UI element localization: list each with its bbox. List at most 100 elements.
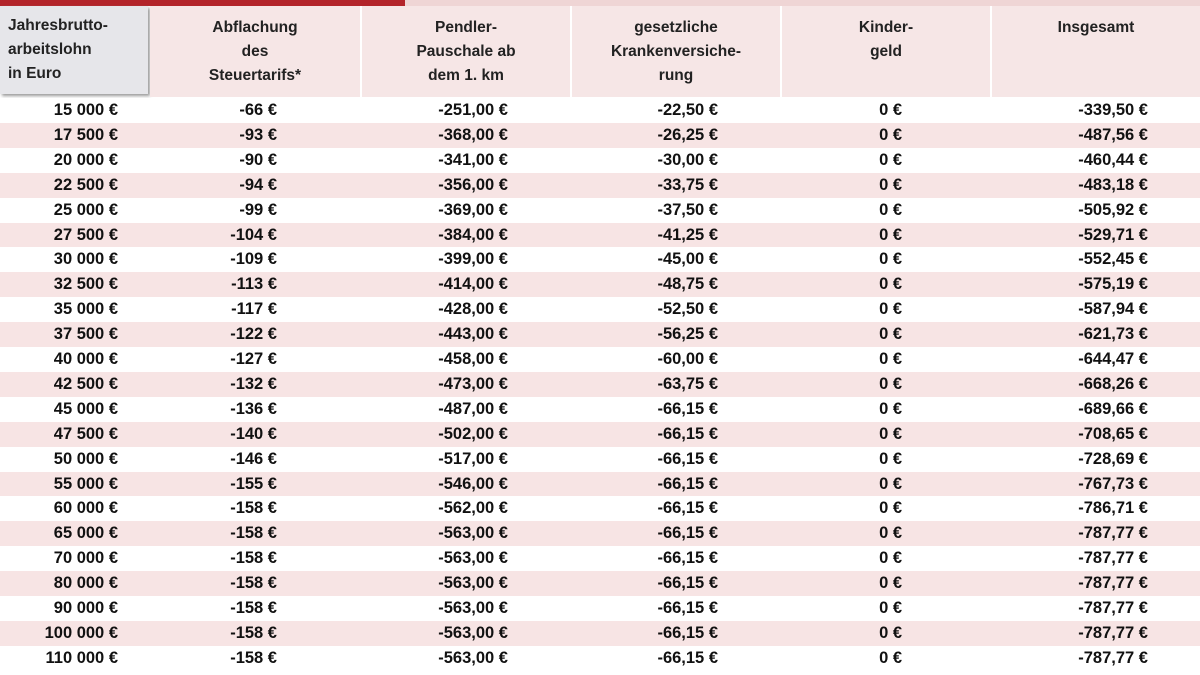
table-cell: -728,69 € <box>1078 449 1148 468</box>
table-cell: -52,50 € <box>657 300 718 319</box>
table-cell: -140 € <box>230 424 277 443</box>
table-cell: -60,00 € <box>657 350 718 368</box>
table-cell: 70 000 € <box>53 549 118 568</box>
table-cell: -90 € <box>239 150 277 169</box>
table-row <box>0 546 1200 572</box>
table-cell: 0 € <box>879 399 902 418</box>
table-cell: -563,00 € <box>438 648 508 667</box>
table-cell: -48,75 € <box>657 275 718 294</box>
table-cell: -158 € <box>230 549 277 568</box>
table-cell: -22,50 € <box>657 101 718 119</box>
table-cell: -45,00 € <box>657 250 718 269</box>
table-cell: -127 € <box>230 350 277 368</box>
table-cell: -30,00 € <box>657 150 718 169</box>
table-cell: -529,71 € <box>1078 225 1148 244</box>
table-cell: 0 € <box>879 250 902 269</box>
table-cell: -41,25 € <box>657 225 718 244</box>
table-cell: -487,56 € <box>1078 125 1148 144</box>
table-cell: 0 € <box>879 350 902 368</box>
header-line: Steuertarifs* <box>208 67 302 84</box>
table-row <box>0 446 1200 472</box>
table-cell: -473,00 € <box>438 374 508 393</box>
table-cell: -66,15 € <box>657 623 718 642</box>
header-cell: Abflachung des Steuertarifs* <box>150 6 360 97</box>
table-row <box>0 620 1200 646</box>
table-row <box>0 471 1200 497</box>
table-row <box>0 571 1200 597</box>
table-cell: 27 500 € <box>53 225 118 244</box>
table-cell: -66,15 € <box>657 474 718 493</box>
table-cell: -689,66 € <box>1078 399 1148 418</box>
table-cell: -132 € <box>230 374 277 393</box>
table-cell: -66,15 € <box>657 424 718 443</box>
table-row <box>0 421 1200 447</box>
header-line: geld <box>870 43 902 60</box>
table-cell: 15 000 € <box>53 101 118 119</box>
table-cell: -668,26 € <box>1078 374 1148 393</box>
table-cell: 0 € <box>879 549 902 568</box>
table-cell: -428,00 € <box>438 300 508 319</box>
table-cell: -66,15 € <box>657 549 718 568</box>
table-cell: 0 € <box>879 374 902 393</box>
table-cell: -786,71 € <box>1078 499 1148 518</box>
table-cell: 45 000 € <box>53 399 118 418</box>
table-row <box>0 396 1200 422</box>
table-cell: -787,77 € <box>1078 648 1148 667</box>
header-line: arbeitslohn <box>8 41 92 58</box>
table-cell: -63,75 € <box>657 374 718 393</box>
table-cell: -644,47 € <box>1078 350 1148 368</box>
header-cell: Pendler- Pauschale ab dem 1. km <box>362 6 570 97</box>
header-line: Insgesamt <box>1057 19 1135 36</box>
header-cell: Jahresbrutto-arbeitslohn in Euro <box>0 6 148 94</box>
table-cell: 0 € <box>879 499 902 518</box>
table-cell: -33,75 € <box>657 175 718 194</box>
header-cell: Kinder-geld <box>782 6 990 97</box>
table-cell: -158 € <box>230 648 277 667</box>
table-cell: -104 € <box>230 225 277 244</box>
table-cell: -155 € <box>230 474 277 493</box>
table-cell: -66,15 € <box>657 574 718 593</box>
table-cell: -708,65 € <box>1078 424 1148 443</box>
table-cell: -384,00 € <box>438 225 508 244</box>
table-row <box>0 322 1200 348</box>
table-cell: 0 € <box>879 524 902 543</box>
table-cell: 50 000 € <box>53 449 118 468</box>
table-cell: 0 € <box>879 101 902 119</box>
table-cell: -66,15 € <box>657 399 718 418</box>
table-cell: -458,00 € <box>438 350 508 368</box>
table-cell: -414,00 € <box>438 275 508 294</box>
top-strip <box>405 0 1200 6</box>
table-cell: -117 € <box>231 300 277 319</box>
table-cell: -26,25 € <box>657 125 718 144</box>
table-cell: -56,25 € <box>657 325 718 344</box>
table-cell: 65 000 € <box>53 524 118 543</box>
table-cell: 0 € <box>879 125 902 144</box>
table-cell: -66,15 € <box>657 524 718 543</box>
table-cell: 80 000 € <box>53 574 118 593</box>
table-cell: -66,15 € <box>657 449 718 468</box>
table-row <box>0 222 1200 248</box>
table-cell: -158 € <box>230 499 277 518</box>
table-cell: -575,19 € <box>1078 275 1148 294</box>
table-cell: 0 € <box>879 574 902 593</box>
table-cell: -502,00 € <box>438 424 508 443</box>
table-cell: -158 € <box>230 524 277 543</box>
header-line: in Euro <box>8 65 62 82</box>
table-cell: 0 € <box>879 275 902 294</box>
table-cell: 32 500 € <box>53 275 118 294</box>
table-cell: -552,45 € <box>1078 250 1148 269</box>
table-row <box>0 347 1200 372</box>
header-cell: gesetzliche Krankenversiche-rung <box>572 6 780 97</box>
table-cell: -487,00 € <box>438 399 508 418</box>
table-cell: -99 € <box>239 200 277 219</box>
table-cell: -787,77 € <box>1078 524 1148 543</box>
table-row <box>0 247 1200 273</box>
header-line: Krankenversiche- <box>610 43 742 60</box>
table-row <box>0 596 1200 621</box>
table-cell: -483,18 € <box>1078 175 1148 194</box>
table-row <box>0 197 1200 223</box>
table-cell: 0 € <box>879 325 902 344</box>
table-cell: -66,15 € <box>657 599 718 617</box>
table-cell: 0 € <box>879 648 902 667</box>
